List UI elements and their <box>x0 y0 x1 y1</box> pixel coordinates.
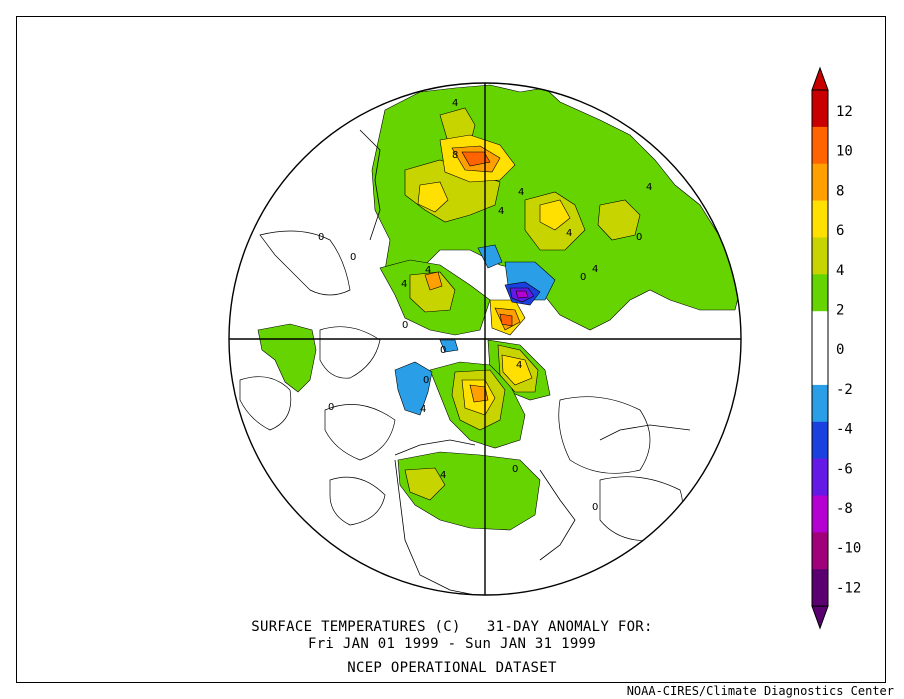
caption-title: SURFACE TEMPERATURES (C) 31-DAY ANOMALY … <box>251 619 653 635</box>
colorbar-tick-label: -10 <box>836 541 861 557</box>
contour-label: 0 <box>580 272 586 283</box>
colorbar-tick-label: 2 <box>836 303 844 319</box>
contour-label: 8 <box>452 150 458 161</box>
colorbar-outline <box>811 89 829 607</box>
contour-label: 4 <box>646 182 652 193</box>
colorbar-tick-label: 12 <box>836 104 853 120</box>
colorbar-swatch <box>812 384 828 423</box>
colorbar-tick-label: -4 <box>836 422 853 438</box>
caption-dataset: NCEP OPERATIONAL DATASET <box>347 660 557 676</box>
colorbar-swatch <box>812 532 828 570</box>
map-disk <box>239 84 741 595</box>
colorbar-swatch <box>812 311 828 349</box>
colorbar-tick-label: -2 <box>836 382 853 398</box>
colorbar-swatch <box>812 274 828 312</box>
pacific-green <box>257 323 317 393</box>
contour-label: 0 <box>318 232 324 243</box>
colorbar-swatch <box>812 126 828 165</box>
contour-label: 0 <box>328 402 334 413</box>
colorbar-swatch <box>812 421 828 459</box>
colorbar-tick-label: 4 <box>836 263 844 279</box>
contour-label: 4 <box>498 206 504 217</box>
contour-label: 4 <box>440 470 446 481</box>
colorbar-tick-label: 6 <box>836 223 844 239</box>
colorbar-tick-label: -8 <box>836 501 853 517</box>
caption-dates: Fri JAN 01 1999 - Sun JAN 31 1999 <box>307 636 597 652</box>
colorbar-swatch <box>812 237 828 275</box>
colorbar-swatch <box>812 458 828 496</box>
colorbar-tick-label: 10 <box>836 144 853 160</box>
contour-label: 4 <box>452 98 458 109</box>
contour-label: 0 <box>402 320 408 331</box>
contour-label: 4 <box>518 187 524 198</box>
colorbar-swatch <box>812 90 828 128</box>
anomaly-strong-cold-regions <box>504 281 541 306</box>
coastlines <box>359 129 691 595</box>
contour-label: 0 <box>440 345 446 356</box>
colorbar-tick-label: 0 <box>836 342 844 358</box>
credit-text: NOAA-CIRES/Climate Diagnostics Center <box>626 684 894 698</box>
colorbar-tick-label: -12 <box>836 580 861 596</box>
colorbar-swatch <box>812 163 828 201</box>
contour-label: 4 <box>592 264 598 275</box>
contour-label: 0 <box>592 502 598 513</box>
contour-label: 4 <box>566 228 572 239</box>
anomaly-10-12-regions <box>461 151 513 327</box>
contour-label: 4 <box>401 279 407 290</box>
contour-label: 0 <box>512 464 518 475</box>
contour-label: 0 <box>636 232 642 243</box>
contour-label: 4 <box>516 360 522 371</box>
colorbar: 12 10 8 6 4 2 0 -2 -4 -6 -8 -10 -12 <box>811 66 861 630</box>
colorbar-swatch <box>812 569 828 607</box>
colorbar-top-arrow <box>811 66 829 91</box>
colorbar-tick-label: 8 <box>836 183 844 199</box>
colorbar-tick-label: -6 <box>836 461 853 477</box>
colorbar-swatch <box>812 200 828 238</box>
contour-label: 0 <box>423 375 429 386</box>
colorbar-swatch <box>812 495 828 533</box>
contour-label: 4 <box>420 404 426 415</box>
zero-contours <box>239 230 683 542</box>
contour-label: 4 <box>425 265 431 276</box>
colorbar-swatch <box>812 348 828 386</box>
contour-label: 0 <box>350 252 356 263</box>
